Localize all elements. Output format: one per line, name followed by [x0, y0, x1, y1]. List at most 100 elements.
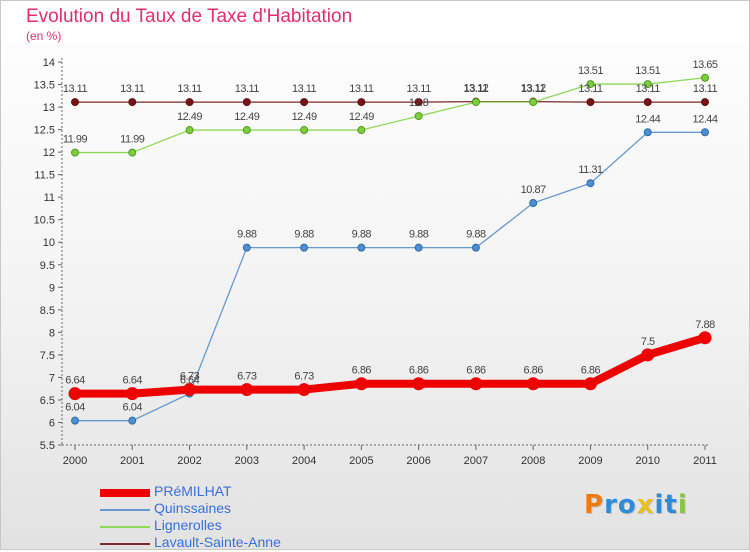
data-point-lignerolles	[72, 149, 79, 156]
data-point-quinssaines	[472, 244, 479, 251]
data-point-lavault-sainte-anne	[186, 99, 193, 106]
y-tick-label: 11	[44, 192, 55, 204]
data-label-quinssaines: 11.31	[578, 164, 603, 176]
data-point-pr-milhat	[241, 384, 253, 396]
legend-label: Quinssaines	[154, 500, 231, 516]
logo-letter: t	[664, 490, 677, 520]
legend-swatch	[100, 509, 150, 511]
data-point-pr-milhat	[69, 388, 81, 400]
data-label-lignerolles: 13.11	[464, 83, 489, 95]
data-point-lavault-sainte-anne	[358, 99, 365, 106]
data-label-quinssaines: 6.04	[123, 402, 143, 414]
data-label-quinssaines: 10.87	[521, 184, 546, 196]
data-point-lavault-sainte-anne	[702, 99, 709, 106]
data-label-quinssaines: 9.88	[294, 229, 314, 241]
data-point-pr-milhat	[355, 378, 367, 390]
data-point-quinssaines	[301, 244, 308, 251]
data-label-quinssaines: 6.04	[65, 402, 85, 414]
y-tick-label: 12	[43, 147, 55, 159]
legend-swatch	[100, 543, 150, 545]
y-tick-label: 10	[43, 237, 55, 249]
data-label-lavault-sainte-anne: 13.11	[578, 83, 603, 95]
x-tick-label: 2002	[177, 455, 201, 467]
y-tick-label: 14	[43, 57, 55, 69]
data-point-pr-milhat	[470, 378, 482, 390]
legend-swatch	[100, 526, 150, 528]
data-point-pr-milhat	[527, 378, 539, 390]
y-tick-label: 10.5	[34, 215, 55, 227]
x-tick-label: 2003	[235, 455, 259, 467]
logo-letter: r	[604, 490, 618, 520]
legend-label: Lignerolles	[154, 517, 222, 533]
data-point-lignerolles	[702, 74, 709, 81]
legend-swatch	[100, 489, 150, 497]
data-point-quinssaines	[72, 417, 79, 424]
x-tick-label: 2011	[693, 455, 717, 467]
data-label-lavault-sainte-anne: 13.11	[693, 83, 718, 95]
data-point-lavault-sainte-anne	[72, 99, 79, 106]
data-point-lavault-sainte-anne	[644, 99, 651, 106]
data-label-pr-milhat: 6.86	[352, 365, 372, 377]
x-tick-label: 2001	[120, 455, 144, 467]
logo-letter: o	[618, 490, 637, 520]
x-tick-label: 2010	[635, 455, 659, 467]
x-tick-label: 2004	[292, 455, 316, 467]
y-tick-label: 6	[49, 417, 55, 429]
data-label-lignerolles: 12.49	[177, 111, 202, 123]
data-point-lignerolles	[129, 149, 136, 156]
data-label-pr-milhat: 6.86	[581, 365, 601, 377]
x-tick-label: 2007	[464, 455, 488, 467]
data-label-lignerolles: 11.99	[120, 134, 145, 146]
y-tick-label: 9	[49, 282, 55, 294]
data-label-pr-milhat: 6.64	[123, 375, 143, 387]
series-line-lignerolles	[75, 78, 705, 153]
data-point-pr-milhat	[699, 332, 711, 344]
data-label-pr-milhat: 6.73	[294, 371, 314, 383]
data-point-pr-milhat	[126, 388, 138, 400]
data-label-pr-milhat: 6.86	[409, 365, 429, 377]
y-tick-label: 11.5	[34, 170, 55, 182]
data-label-lignerolles: 12.49	[292, 111, 317, 123]
data-point-quinssaines	[243, 244, 250, 251]
data-label-lavault-sainte-anne: 13.11	[235, 83, 260, 95]
data-label-pr-milhat: 6.73	[180, 371, 200, 383]
data-label-lavault-sainte-anne: 13.11	[177, 83, 202, 95]
data-label-pr-milhat: 6.73	[237, 371, 257, 383]
y-tick-label: 8.5	[40, 305, 55, 317]
legend-label: Lavault-Sainte-Anne	[154, 534, 281, 550]
data-point-lavault-sainte-anne	[587, 99, 594, 106]
data-label-quinssaines: 12.44	[692, 113, 717, 125]
data-label-lignerolles: 13.65	[692, 59, 717, 71]
y-tick-label: 13.5	[34, 80, 55, 92]
data-label-quinssaines: 9.88	[466, 229, 486, 241]
data-point-lignerolles	[358, 127, 365, 134]
y-tick-label: 13	[43, 102, 55, 114]
data-point-quinssaines	[129, 417, 136, 424]
data-label-lignerolles: 13.11	[521, 83, 546, 95]
data-point-quinssaines	[415, 244, 422, 251]
y-tick-label: 9.5	[40, 260, 55, 272]
y-tick-label: 8	[49, 327, 55, 339]
x-tick-label: 2005	[349, 455, 373, 467]
data-label-lignerolles: 12.8	[409, 97, 429, 109]
data-point-quinssaines	[702, 129, 709, 136]
x-tick-label: 2008	[521, 455, 545, 467]
legend-label: PRéMILHAT	[154, 483, 232, 499]
data-label-lavault-sainte-anne: 13.11	[292, 83, 317, 95]
x-tick-label: 2009	[578, 455, 602, 467]
data-point-pr-milhat	[584, 378, 596, 390]
logo-letter: i	[678, 490, 688, 520]
data-point-lavault-sainte-anne	[301, 99, 308, 106]
y-tick-label: 7	[49, 372, 55, 384]
data-label-pr-milhat: 7.5	[641, 336, 655, 348]
data-point-quinssaines	[358, 244, 365, 251]
data-point-pr-milhat	[413, 378, 425, 390]
data-label-quinssaines: 9.88	[409, 229, 429, 241]
data-point-pr-milhat	[642, 349, 654, 361]
data-point-quinssaines	[587, 180, 594, 187]
data-point-lignerolles	[415, 113, 422, 120]
data-label-pr-milhat: 6.86	[466, 365, 486, 377]
data-point-lignerolles	[243, 127, 250, 134]
data-label-lavault-sainte-anne: 13.11	[636, 83, 661, 95]
